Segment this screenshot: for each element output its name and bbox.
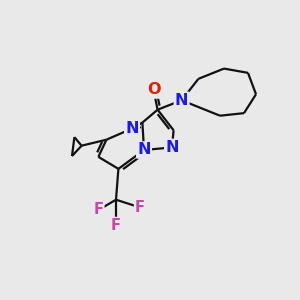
Text: N: N <box>125 121 139 136</box>
Text: F: F <box>135 200 145 215</box>
Text: N: N <box>165 140 179 155</box>
Text: N: N <box>137 142 151 158</box>
Text: F: F <box>93 202 103 217</box>
Text: O: O <box>147 82 160 98</box>
Text: N: N <box>175 93 188 108</box>
Text: F: F <box>111 218 121 233</box>
